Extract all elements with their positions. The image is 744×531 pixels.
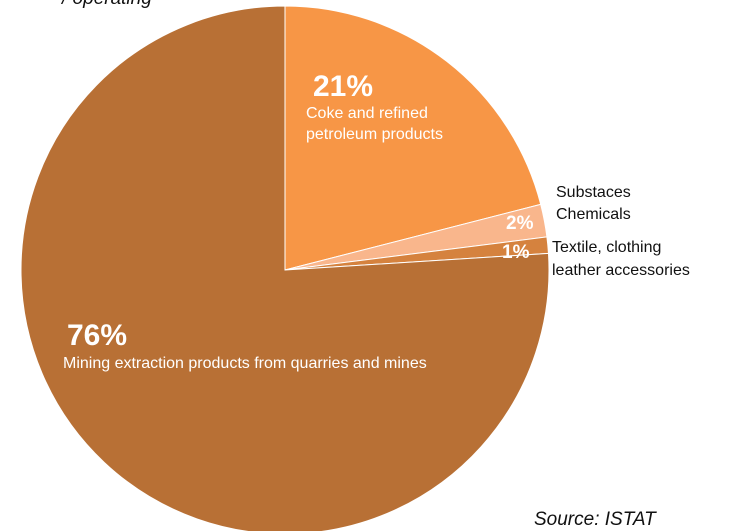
slice-percent-label: 2% xyxy=(506,213,534,234)
slice-category-label: Substaces xyxy=(556,184,631,201)
pie-slice-coke-refined-petroleum xyxy=(284,5,542,271)
slice-category-label: Textile, clothing xyxy=(552,239,661,256)
slice-percent-label: 21% xyxy=(313,70,373,103)
slice-percent-label: 1% xyxy=(502,242,530,263)
slice-category-label: Coke and refined xyxy=(306,105,428,122)
slice-percent-label: 76% xyxy=(67,319,127,352)
slice-category-label: petroleum products xyxy=(306,126,443,143)
slice-category-label: Chemicals xyxy=(556,206,631,223)
slice-category-label: leather accessories xyxy=(552,262,690,279)
chart-title-fragment: / operating xyxy=(62,0,152,10)
slice-category-label: Mining extraction products from quarries… xyxy=(63,355,427,372)
source-note: Source: ISTAT xyxy=(534,509,656,530)
pie-slice-mining-extraction xyxy=(20,5,550,531)
